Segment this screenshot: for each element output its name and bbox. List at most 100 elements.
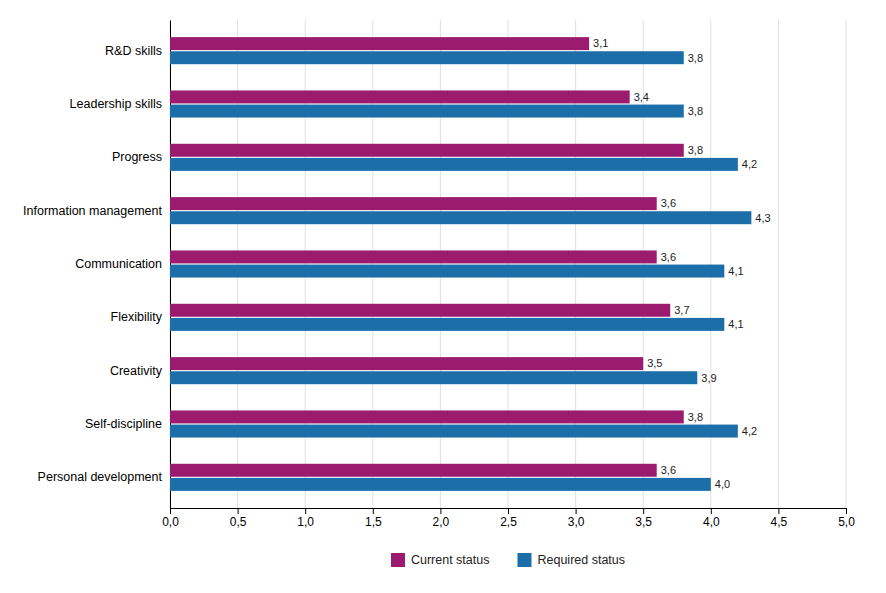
x-tick-label: 5,0 bbox=[838, 515, 855, 529]
bar bbox=[170, 410, 684, 423]
chart: 0,0 0,5 1,0 1,5 2,0 2,5 3,0 3,5 4,0 4,5 5,0 Persona… bbox=[0, 0, 886, 593]
legend: Current status Required status bbox=[391, 553, 625, 567]
y-tick: Personal development bbox=[38, 470, 163, 484]
bar bbox=[170, 144, 684, 157]
x-axis: 0,0 0,5 1,0 1,5 2,0 2,5 3,0 3,5 4,0 4,5 5,0 bbox=[162, 508, 855, 529]
data-label: 3,5 bbox=[647, 357, 662, 369]
data-label: 4,2 bbox=[742, 158, 757, 170]
legend-item: Required status bbox=[517, 553, 625, 567]
x-axis-line bbox=[171, 509, 847, 515]
x-tick-mark bbox=[440, 508, 441, 514]
x-tick-label: 1,0 bbox=[297, 515, 314, 529]
data-label: 3,6 bbox=[661, 251, 676, 263]
x-tick: 0,5 bbox=[230, 508, 247, 529]
data-label: 4,3 bbox=[755, 212, 770, 224]
bar bbox=[170, 90, 630, 103]
data-label: 4,1 bbox=[728, 318, 743, 330]
bar bbox=[170, 265, 724, 278]
y-tick: R&D skills bbox=[105, 44, 162, 58]
x-tick-label: 4,5 bbox=[771, 515, 788, 529]
bar bbox=[170, 211, 751, 224]
x-tick: 0,0 bbox=[162, 508, 179, 529]
bar bbox=[170, 105, 684, 118]
y-tick: Progress bbox=[112, 150, 162, 164]
x-tick-mark bbox=[373, 508, 374, 514]
x-tick-mark bbox=[576, 508, 577, 514]
x-tick-label: 2,5 bbox=[500, 515, 517, 529]
bars bbox=[170, 37, 751, 491]
y-tick-label: Leadership skills bbox=[70, 97, 162, 111]
data-labels: 3,63,83,53,73,63,63,83,43,14,04,23,94,14… bbox=[593, 37, 771, 490]
plot: 0,0 0,5 1,0 1,5 2,0 2,5 3,0 3,5 4,0 4,5 5,0 Persona… bbox=[23, 20, 855, 529]
x-tick-mark bbox=[238, 508, 239, 514]
x-tick: 4,0 bbox=[703, 508, 720, 529]
data-label: 4,2 bbox=[742, 425, 757, 437]
x-tick-mark bbox=[711, 508, 712, 514]
bar bbox=[170, 158, 738, 171]
x-tick: 4,5 bbox=[771, 508, 788, 529]
y-tick-label: Progress bbox=[112, 150, 162, 164]
series-bars bbox=[170, 51, 751, 491]
y-tick-label: Flexibility bbox=[111, 310, 163, 324]
data-label: 3,6 bbox=[661, 197, 676, 209]
legend-item: Current status bbox=[391, 553, 490, 567]
y-tick: Creativity bbox=[110, 364, 163, 378]
data-label: 4,0 bbox=[715, 478, 730, 490]
bar bbox=[170, 318, 724, 331]
data-label: 3,8 bbox=[688, 411, 703, 423]
x-tick: 3,5 bbox=[635, 508, 652, 529]
x-tick-label: 0,5 bbox=[230, 515, 247, 529]
x-tick-label: 1,5 bbox=[365, 515, 382, 529]
y-axis: Personal development Self-discipline Creat… bbox=[23, 21, 170, 509]
grid bbox=[170, 20, 846, 508]
x-tick: 2,0 bbox=[433, 508, 450, 529]
bar bbox=[170, 478, 711, 491]
x-tick-mark bbox=[846, 508, 847, 514]
x-tick-mark bbox=[170, 508, 171, 514]
x-tick: 3,0 bbox=[568, 508, 585, 529]
legend-swatch bbox=[391, 553, 405, 567]
bar bbox=[170, 357, 643, 370]
series-bars bbox=[170, 37, 684, 477]
bar bbox=[170, 464, 657, 477]
y-tick-label: R&D skills bbox=[105, 44, 162, 58]
y-tick: Leadership skills bbox=[70, 97, 162, 111]
y-tick-label: Communication bbox=[75, 257, 162, 271]
bar bbox=[170, 304, 670, 317]
x-tick: 1,0 bbox=[297, 508, 314, 529]
data-label: 3,4 bbox=[634, 91, 649, 103]
x-tick-mark bbox=[508, 508, 509, 514]
x-tick: 2,5 bbox=[500, 508, 517, 529]
y-tick-label: Creativity bbox=[110, 364, 163, 378]
x-tick-label: 3,0 bbox=[568, 515, 585, 529]
legend-label: Required status bbox=[537, 553, 625, 567]
x-tick-label: 2,0 bbox=[433, 515, 450, 529]
bar bbox=[170, 51, 684, 64]
x-tick-mark bbox=[778, 508, 779, 514]
bar bbox=[170, 197, 657, 210]
data-label: 3,8 bbox=[688, 144, 703, 156]
y-tick: Communication bbox=[75, 257, 162, 271]
data-label: 3,7 bbox=[674, 304, 689, 316]
data-label: 3,8 bbox=[688, 105, 703, 117]
data-label: 4,1 bbox=[728, 265, 743, 277]
y-tick-label: Self-discipline bbox=[85, 417, 162, 431]
x-tick-label: 3,5 bbox=[635, 515, 652, 529]
x-tick: 1,5 bbox=[365, 508, 382, 529]
data-label: 3,8 bbox=[688, 52, 703, 64]
y-tick: Information management bbox=[23, 204, 162, 218]
legend-label: Current status bbox=[411, 553, 490, 567]
bar bbox=[170, 250, 657, 263]
x-tick-mark bbox=[643, 508, 644, 514]
x-tick-mark bbox=[305, 508, 306, 514]
y-tick-label: Personal development bbox=[38, 470, 163, 484]
y-tick: Flexibility bbox=[111, 310, 163, 324]
data-label: 3,1 bbox=[593, 37, 608, 49]
grid-line bbox=[778, 20, 779, 508]
y-tick-label: Information management bbox=[23, 204, 162, 218]
data-label: 3,9 bbox=[701, 372, 716, 384]
legend-swatch bbox=[517, 553, 531, 567]
x-tick-label: 0,0 bbox=[162, 515, 179, 529]
bar bbox=[170, 425, 738, 438]
x-tick: 5,0 bbox=[838, 508, 855, 529]
